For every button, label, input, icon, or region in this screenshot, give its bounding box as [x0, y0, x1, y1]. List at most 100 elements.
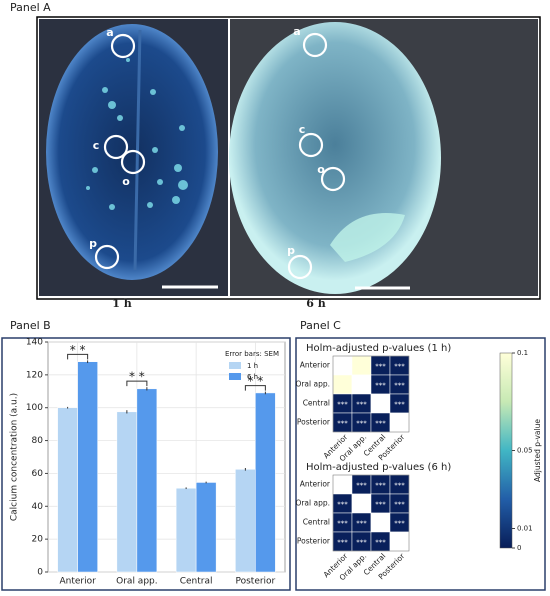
cell-label: ***: [394, 482, 405, 490]
cell-label: ***: [356, 539, 367, 547]
heatmap-title: Holm-adjusted p-values (6 h): [306, 462, 451, 473]
heatmap-cell: [351, 493, 372, 514]
region-marker: [287, 254, 313, 280]
legend-swatch: [229, 373, 241, 380]
colorbar-tick-label: 0.01: [517, 525, 533, 533]
x-tick-label: Oral app.: [116, 577, 157, 587]
region-label: p: [89, 237, 97, 250]
y-axis-label: Calcium concentration (a.u.): [10, 393, 20, 521]
cell-label: ***: [394, 382, 405, 390]
row-label: Posterior: [297, 537, 331, 546]
colorbar: [499, 352, 513, 549]
significance-label: * *: [70, 343, 86, 357]
panel-title: Panel B: [10, 319, 51, 332]
bar: [255, 392, 276, 573]
heatmap-cell: [332, 474, 353, 495]
colorbar-label: Adjusted p-value: [533, 419, 542, 482]
region-label: p: [287, 244, 295, 257]
significance-label: * *: [247, 374, 263, 388]
heatmap-cell: [332, 374, 353, 395]
heatmap-frame: [332, 474, 410, 552]
heatmap-title: Holm-adjusted p-values (1 h): [306, 343, 451, 354]
legend-swatch: [229, 362, 241, 369]
region-marker: [103, 134, 129, 160]
region-marker: [94, 244, 120, 270]
bar: [77, 361, 98, 573]
cell-label: ***: [375, 501, 386, 509]
panel-title: Panel C: [300, 319, 341, 332]
heatmap-cell: [351, 355, 372, 376]
cell-label: ***: [356, 420, 367, 428]
cell-label: ***: [394, 363, 405, 371]
row-label: Posterior: [297, 418, 331, 427]
bar: [57, 407, 78, 573]
heatmap-cell: [370, 393, 391, 414]
row-label: Central: [303, 399, 330, 408]
image-caption: 1 h: [112, 297, 131, 310]
region-marker: [320, 166, 346, 192]
legend-label: 1 h: [247, 362, 258, 370]
heatmap-frame: [332, 355, 410, 433]
cell-label: ***: [375, 539, 386, 547]
cell-label: ***: [394, 520, 405, 528]
region-label: c: [93, 139, 100, 152]
heatmap-cell: [351, 374, 372, 395]
row-label: Central: [303, 518, 330, 527]
bar: [175, 487, 197, 573]
y-tick-label: 40: [32, 502, 44, 512]
x-tick-label: Posterior: [235, 577, 275, 587]
heatmap-cell: [332, 355, 353, 376]
cell-label: ***: [337, 420, 348, 428]
significance-bracket: [244, 385, 266, 391]
legend-title: Error bars: SEM: [225, 350, 279, 358]
panel-title: Panel A: [10, 1, 51, 14]
cell-label: ***: [356, 520, 367, 528]
x-tick-label: Anterior: [59, 577, 96, 587]
region-label: o: [122, 175, 130, 188]
bar: [136, 388, 158, 573]
cell-label: ***: [394, 401, 405, 409]
row-label: Oral app.: [295, 499, 330, 508]
row-label: Anterior: [300, 361, 331, 370]
colorbar-tick-label: 0.05: [517, 447, 533, 455]
region-label: c: [299, 123, 306, 136]
colorbar-tick-label: 0: [517, 544, 521, 552]
y-tick-label: 20: [32, 535, 44, 545]
row-label: Anterior: [300, 480, 331, 489]
panel-frame: [36, 16, 541, 300]
cell-label: ***: [375, 482, 386, 490]
cell-label: ***: [337, 539, 348, 547]
cell-label: ***: [337, 401, 348, 409]
cell-label: ***: [375, 420, 386, 428]
cell-label: ***: [375, 382, 386, 390]
heatmap-cell: [389, 412, 410, 433]
bar: [195, 482, 217, 573]
cell-label: ***: [375, 363, 386, 371]
y-tick-label: 80: [32, 436, 44, 446]
cell-fold: [133, 29, 142, 271]
row-label: Oral app.: [295, 380, 330, 389]
region-marker: [298, 132, 324, 158]
region-label: o: [317, 163, 325, 176]
y-tick-label: 100: [26, 403, 43, 413]
y-tick-label: 140: [26, 338, 43, 348]
bar: [116, 411, 138, 573]
cell-label: ***: [337, 501, 348, 509]
cell-label: ***: [394, 501, 405, 509]
bright-region: [330, 213, 405, 262]
heatmap-cell: [370, 512, 391, 533]
y-tick-label: 120: [26, 370, 43, 380]
significance-label: * *: [129, 370, 145, 384]
region-label: a: [106, 26, 113, 39]
region-marker: [302, 32, 328, 58]
cell-label: ***: [356, 401, 367, 409]
y-tick-label: 60: [32, 469, 44, 479]
heatmap-cell: [389, 531, 410, 552]
image-caption: 6 h: [306, 297, 325, 310]
cell-label: ***: [337, 520, 348, 528]
panel-frame: [295, 337, 546, 591]
region-label: a: [293, 25, 300, 38]
bar: [235, 469, 256, 573]
legend-label: 6 h: [247, 373, 258, 381]
